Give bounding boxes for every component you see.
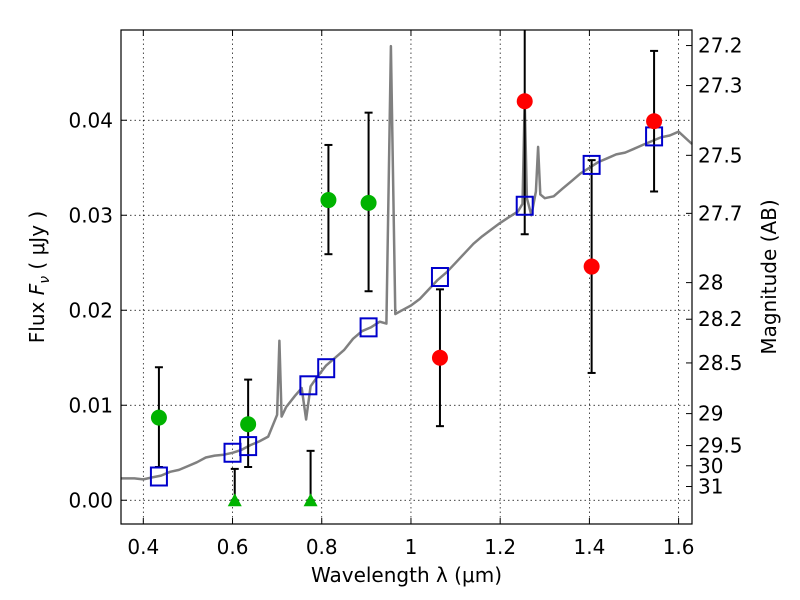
green-circle-marker <box>150 409 167 426</box>
right-tick-label: 29 <box>698 402 723 426</box>
y-tick-label: 0.00 <box>68 488 113 512</box>
y-tick-label: 0.04 <box>68 108 113 132</box>
x-tick-label: 1.2 <box>484 535 516 559</box>
grid-lines <box>121 30 692 524</box>
y-tick-label: 0.03 <box>68 203 113 227</box>
x-tick-label: 1.6 <box>663 535 695 559</box>
red-circle-marker <box>646 113 663 130</box>
errorbar-layer <box>154 30 659 502</box>
right-tick-label: 29.5 <box>698 434 743 458</box>
green-triangle-marker <box>227 493 242 507</box>
green-circle-marker <box>320 192 337 209</box>
x-tick-label: 0.6 <box>217 535 249 559</box>
right-tick-label: 28 <box>698 271 723 295</box>
x-tick-label: 1 <box>405 535 418 559</box>
model-square-marker <box>582 154 601 175</box>
model-square-marker <box>317 358 336 379</box>
y-tick-label: 0.02 <box>68 298 113 322</box>
y-tick-label: 0.01 <box>68 393 113 417</box>
model-square-marker <box>515 195 534 216</box>
right-tick-label: 27.5 <box>698 143 743 167</box>
red-circle-marker <box>583 258 600 275</box>
right-tick-label: 27.3 <box>698 74 743 98</box>
right-tick-label: 27.7 <box>698 201 743 225</box>
right-tick-label: 30 <box>698 454 723 478</box>
red-circle-marker <box>431 349 448 366</box>
x-tick-label: 1.4 <box>573 535 605 559</box>
model-square-marker <box>359 317 378 338</box>
right-tick-label: 28.5 <box>698 351 743 375</box>
x-tick-label: 0.8 <box>306 535 338 559</box>
right-tick-label: 27.2 <box>698 34 743 58</box>
spectrum-line <box>121 44 693 481</box>
tick-marks <box>121 30 692 524</box>
right-axis-label: Magnitude (AB) <box>757 199 781 354</box>
y-axis-label: Flux Fν ( μJy ) <box>25 211 53 343</box>
green-circle-marker <box>360 194 377 211</box>
spectrum-layer <box>121 44 693 481</box>
model-square-marker <box>430 267 449 287</box>
green-triangle-marker <box>303 493 318 507</box>
model-square-marker <box>299 375 318 396</box>
green-circle-marker <box>240 416 257 433</box>
red-circle-marker <box>516 93 533 110</box>
right-tick-label: 31 <box>698 475 723 499</box>
tick-labels: 0.4 0.6 0.8 1 1.2 1.4 1.6 0.00 0.01 0.02 0.03 0.04 2… <box>68 34 742 559</box>
right-tick-label: 28.2 <box>698 307 743 331</box>
x-tick-label: 0.4 <box>127 535 159 559</box>
marker-layer <box>149 93 664 507</box>
x-axis-label: Wavelength λ (μm) <box>311 563 502 587</box>
plot-frame <box>120 29 693 525</box>
model-square-marker <box>149 466 168 487</box>
model-square-marker <box>239 436 258 457</box>
